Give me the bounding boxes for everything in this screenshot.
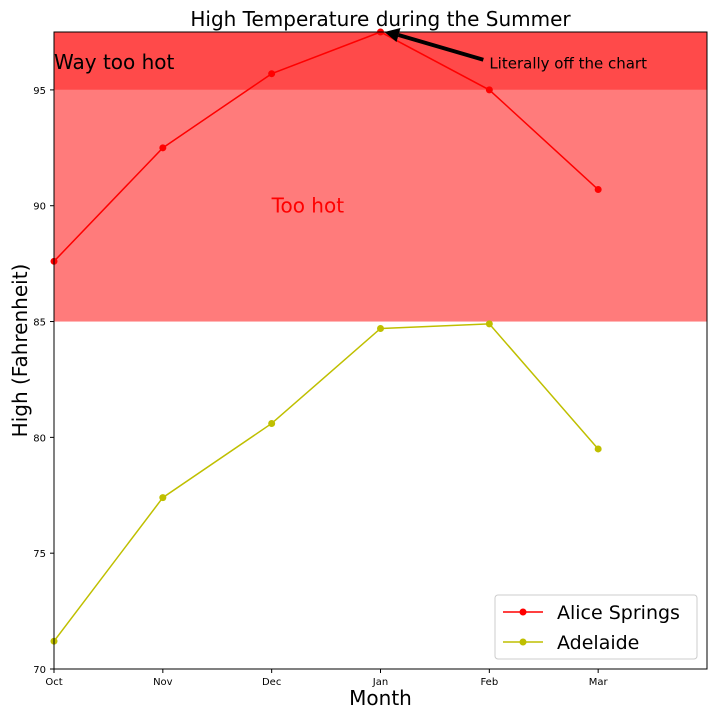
y-axis: 70 75 80 85 90 95 bbox=[33, 86, 54, 676]
chart-title: High Temperature during the Summer bbox=[190, 7, 571, 31]
x-axis-label: Month bbox=[349, 686, 412, 710]
data-point-1-4 bbox=[485, 320, 493, 328]
x-axis: Oct Nov Dec Jan Feb Mar bbox=[45, 669, 608, 688]
data-point-0-5 bbox=[594, 186, 602, 194]
x-tick-label-2: Dec bbox=[262, 677, 281, 688]
y-tick-label-1: 75 bbox=[33, 549, 46, 560]
annotation-arrow-shaft bbox=[397, 33, 484, 62]
legend-marker-0 bbox=[519, 608, 527, 616]
annotation-text: Literally off the chart bbox=[489, 55, 647, 73]
band-1 bbox=[54, 32, 707, 90]
data-point-0-4 bbox=[485, 86, 493, 94]
data-point-1-2 bbox=[268, 419, 276, 427]
band-0 bbox=[54, 89, 707, 322]
x-tick-label-5: Mar bbox=[589, 677, 609, 688]
legend: Alice Springs Adelaide bbox=[494, 594, 698, 660]
x-tick-label-1: Nov bbox=[153, 677, 173, 688]
series-line-1 bbox=[53, 323, 599, 642]
x-tick-label-4: Feb bbox=[480, 677, 498, 688]
legend-label-1: Adelaide bbox=[557, 632, 639, 654]
data-point-0-2 bbox=[268, 70, 276, 78]
series-line-0 bbox=[53, 31, 599, 262]
data-point-1-3 bbox=[377, 324, 384, 332]
band-labels: Too hot Way too hot bbox=[54, 50, 344, 218]
legend-marker-1 bbox=[519, 638, 527, 646]
data-point-1-5 bbox=[594, 445, 602, 453]
band-label-0: Too hot bbox=[271, 194, 345, 218]
legend-label-0: Alice Springs bbox=[557, 602, 680, 624]
band-label-1: Way too hot bbox=[54, 50, 175, 74]
y-tick-label-0: 70 bbox=[33, 665, 46, 676]
data-point-1-1 bbox=[159, 494, 167, 502]
data-point-0-1 bbox=[159, 144, 167, 152]
y-tick-label-3: 85 bbox=[33, 318, 46, 329]
series-group bbox=[50, 28, 602, 645]
y-tick-label-5: 95 bbox=[33, 86, 46, 97]
legend-box bbox=[494, 594, 698, 660]
x-tick-label-3: Jan bbox=[372, 677, 388, 688]
y-tick-label-2: 80 bbox=[33, 433, 46, 444]
x-tick-label-0: Oct bbox=[45, 677, 62, 688]
y-axis-label: High (Fahrenheit) bbox=[8, 264, 32, 438]
y-tick-label-4: 90 bbox=[33, 202, 46, 213]
threshold-bands bbox=[54, 32, 707, 322]
